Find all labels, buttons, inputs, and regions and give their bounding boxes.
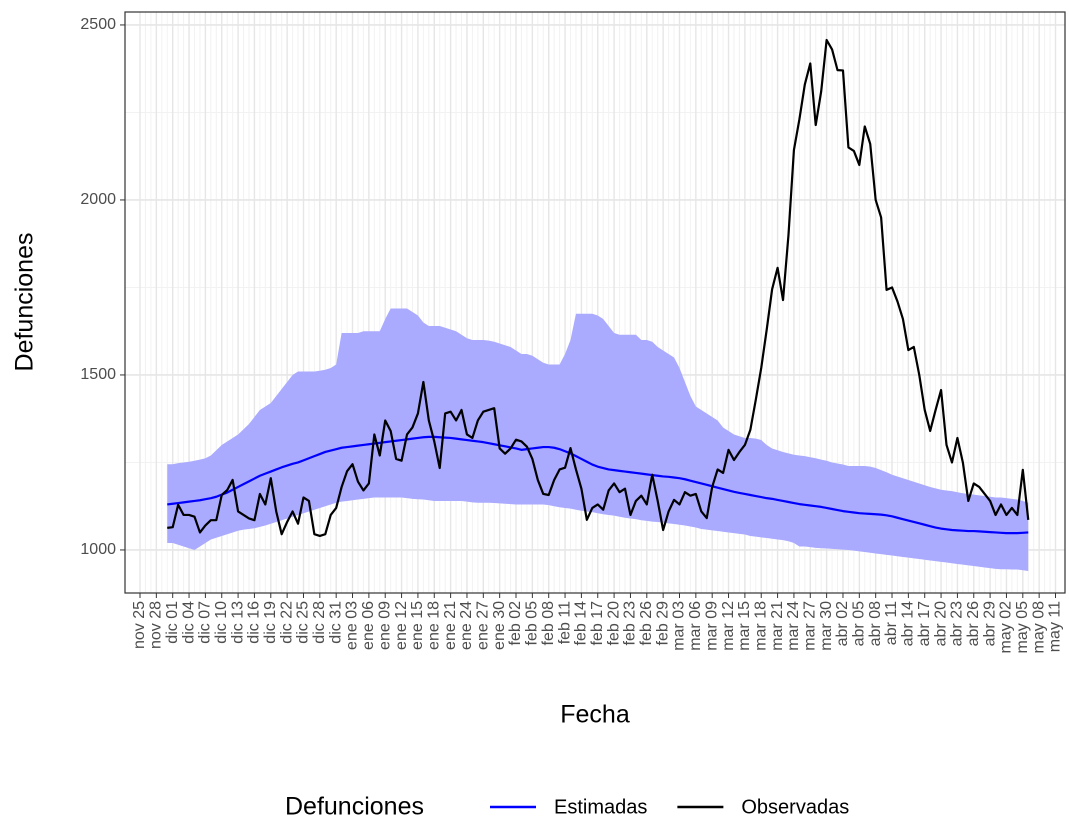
x-tick-label: abr 14: [900, 601, 917, 646]
x-tick-label: mar 12: [720, 601, 737, 651]
x-tick-label: nov 25: [131, 601, 148, 649]
x-tick-label: dic 28: [311, 601, 328, 644]
x-axis-title: Fecha: [560, 701, 630, 729]
x-tick-label: dic 22: [278, 601, 295, 644]
x-tick-label: mar 18: [752, 601, 769, 651]
legend-label: Observadas: [741, 796, 849, 818]
x-tick-label: mar 15: [736, 601, 753, 651]
x-tick-label: ene 03: [344, 601, 361, 650]
x-tick-label: ene 30: [491, 601, 508, 650]
x-tick-label: ene 21: [442, 601, 459, 650]
x-tick-label: feb 14: [573, 601, 590, 646]
x-tick-label: mar 06: [687, 601, 704, 651]
legend-label: Estimadas: [554, 796, 647, 818]
x-tick-label: feb 08: [540, 601, 557, 646]
x-tick-label: dic 13: [229, 601, 246, 644]
x-tick-label: mar 21: [769, 601, 786, 651]
y-tick-label: 1500: [80, 366, 116, 383]
x-tick-label: feb 29: [654, 601, 671, 646]
x-tick-label: abr 20: [932, 601, 949, 646]
x-tick-label: dic 07: [197, 601, 214, 644]
x-tick-label: abr 23: [949, 601, 966, 646]
legend-title: Defunciones: [285, 793, 424, 821]
x-tick-label: dic 31: [327, 601, 344, 644]
x-tick-label: feb 20: [605, 601, 622, 646]
x-tick-label: ene 18: [425, 601, 442, 650]
x-tick-label: ene 12: [393, 601, 410, 650]
y-tick-label: 1000: [80, 541, 116, 558]
x-tick-label: ene 15: [409, 601, 426, 650]
x-tick-label: dic 10: [213, 601, 230, 644]
x-tick-label: mar 09: [703, 601, 720, 651]
x-tick-label: nov 28: [148, 601, 165, 649]
x-tick-label: abr 11: [883, 601, 900, 645]
x-tick-label: may 08: [1030, 601, 1047, 654]
y-tick-label: 2000: [80, 191, 116, 208]
x-tick-label: abr 26: [965, 601, 982, 646]
x-tick-label: may 11: [1047, 601, 1064, 652]
x-tick-label: ene 09: [376, 601, 393, 650]
x-tick-label: abr 05: [851, 601, 868, 646]
x-tick-label: abr 29: [981, 601, 998, 646]
x-tick-label: mar 24: [785, 601, 802, 651]
x-tick-label: ene 24: [458, 601, 475, 650]
x-tick-label: feb 17: [589, 601, 606, 646]
x-tick-label: dic 19: [262, 601, 279, 644]
x-tick-label: abr 17: [916, 601, 933, 646]
x-tick-label: ene 06: [360, 601, 377, 650]
x-tick-label: dic 25: [295, 601, 312, 644]
x-tick-label: mar 03: [671, 601, 688, 651]
x-tick-label: feb 23: [622, 601, 639, 646]
x-tick-label: feb 11: [556, 601, 573, 644]
y-tick-label: 2500: [80, 16, 116, 33]
x-tick-label: feb 26: [638, 601, 655, 646]
x-tick-label: dic 01: [164, 601, 181, 644]
x-tick-label: ene 27: [475, 601, 492, 650]
x-tick-label: abr 02: [834, 601, 851, 646]
x-tick-label: abr 08: [867, 601, 884, 646]
x-tick-label: mar 27: [801, 601, 818, 651]
y-axis-title: Defunciones: [11, 233, 39, 372]
x-tick-label: may 05: [1014, 601, 1031, 654]
x-tick-label: feb 05: [524, 601, 541, 646]
x-tick-label: mar 30: [818, 601, 835, 651]
data-line: [167, 38, 1030, 538]
x-tick-label: may 02: [998, 601, 1015, 654]
x-tick-label: dic 04: [180, 601, 197, 644]
x-tick-label: dic 16: [246, 601, 263, 644]
data-line: [167, 435, 1029, 535]
panel-border: [124, 11, 1066, 594]
x-tick-label: feb 02: [507, 601, 524, 646]
